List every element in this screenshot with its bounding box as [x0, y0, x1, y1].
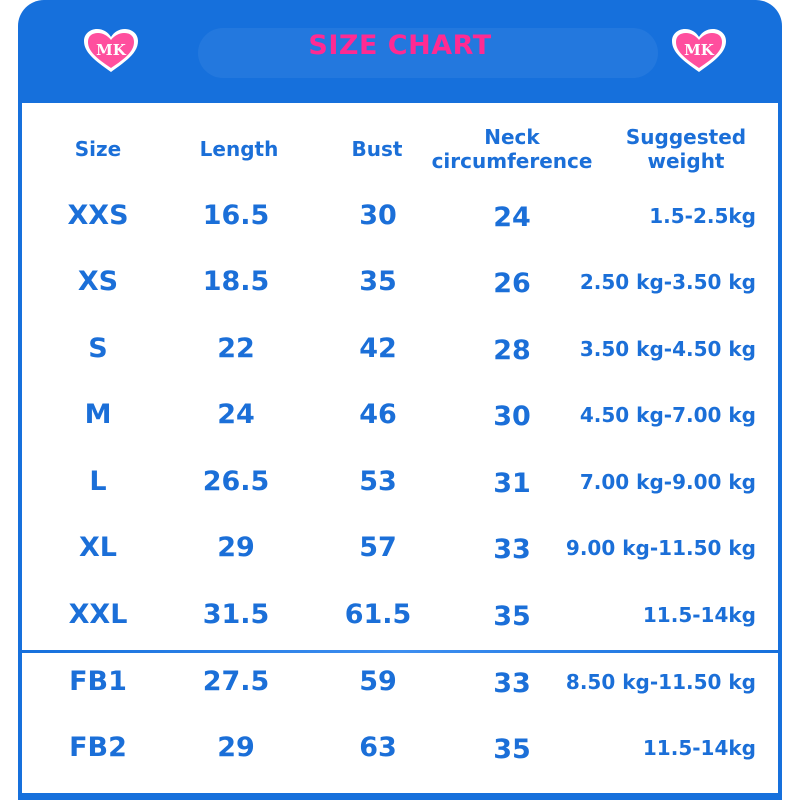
cell-length: 16.5: [202, 200, 270, 231]
cell-size: XS: [77, 266, 119, 297]
cell-bust: 30: [359, 200, 397, 231]
frame-bottom-edge: [18, 793, 782, 800]
cell-size: FB2: [69, 732, 127, 763]
cell-neck: 28: [493, 335, 531, 366]
header-weight-line2: weight: [647, 149, 725, 173]
table-row: XL 29 57 33 9.00 kg-11.50 kg: [22, 528, 778, 568]
heart-logo-icon-right: MK: [670, 28, 728, 74]
cell-length: 27.5: [202, 666, 270, 697]
header-length: Length: [199, 137, 279, 161]
cell-neck: 30: [493, 401, 531, 432]
header-bust: Bust: [351, 137, 403, 161]
cell-bust: 42: [359, 333, 397, 364]
cell-weight: 3.50 kg-4.50 kg: [579, 337, 756, 361]
header-weight: Suggested weight: [626, 125, 746, 173]
header-highlight: [198, 28, 658, 78]
cell-weight: 7.00 kg-9.00 kg: [579, 470, 756, 494]
size-table: Size Length Bust Neck circumference Sugg…: [22, 103, 778, 793]
table-row: XS 18.5 35 26 2.50 kg-3.50 kg: [22, 262, 778, 302]
logo-text: MK: [96, 41, 126, 59]
heart-logo-icon-left: MK: [82, 28, 140, 74]
cell-size: FB1: [69, 666, 127, 697]
header-bar: SIZE CHART MK MK: [18, 0, 782, 103]
cell-length: 31.5: [202, 599, 270, 630]
table-row: XXS 16.5 30 24 1.5-2.5kg: [22, 196, 778, 236]
cell-size: S: [88, 333, 108, 364]
cell-length: 18.5: [202, 266, 270, 297]
logo-text: MK: [684, 41, 714, 59]
cell-neck: 33: [493, 668, 531, 699]
cell-length: 22: [217, 333, 255, 364]
cell-weight: 1.5-2.5kg: [649, 204, 756, 228]
cell-bust: 59: [359, 666, 397, 697]
cell-weight: 11.5-14kg: [642, 603, 756, 627]
table-row: FB1 27.5 59 33 8.50 kg-11.50 kg: [22, 662, 778, 702]
header-size: Size: [74, 137, 122, 161]
cell-weight: 9.00 kg-11.50 kg: [565, 536, 756, 560]
header-weight-line1: Suggested: [625, 125, 747, 149]
cell-neck: 31: [493, 468, 531, 499]
cell-neck: 35: [493, 734, 531, 765]
table-row: FB2 29 63 35 11.5-14kg: [22, 728, 778, 768]
cell-length: 29: [217, 732, 255, 763]
cell-size: XXL: [68, 599, 128, 630]
cell-neck: 24: [493, 202, 531, 233]
cell-length: 26.5: [202, 466, 270, 497]
cell-bust: 46: [359, 399, 397, 430]
table-row: S 22 42 28 3.50 kg-4.50 kg: [22, 329, 778, 369]
cell-weight: 8.50 kg-11.50 kg: [565, 670, 756, 694]
cell-length: 24: [217, 399, 255, 430]
table-row: L 26.5 53 31 7.00 kg-9.00 kg: [22, 462, 778, 502]
cell-length: 29: [217, 532, 255, 563]
cell-neck: 33: [493, 534, 531, 565]
cell-size: M: [84, 399, 112, 430]
cell-bust: 57: [359, 532, 397, 563]
section-divider: [22, 650, 778, 653]
cell-bust: 35: [359, 266, 397, 297]
cell-bust: 53: [359, 466, 397, 497]
cell-neck: 26: [493, 268, 531, 299]
cell-weight: 4.50 kg-7.00 kg: [579, 403, 756, 427]
cell-size: XXS: [67, 200, 129, 231]
header-neck-line1: Neck: [484, 125, 540, 149]
header-neck-line2: circumference: [431, 149, 593, 173]
cell-size: XL: [78, 532, 118, 563]
cell-bust: 63: [359, 732, 397, 763]
cell-neck: 35: [493, 601, 531, 632]
table-row: XXL 31.5 61.5 35 11.5-14kg: [22, 595, 778, 635]
cell-bust: 61.5: [344, 599, 412, 630]
cell-size: L: [89, 466, 107, 497]
cell-weight: 2.50 kg-3.50 kg: [579, 270, 756, 294]
header-neck: Neck circumference: [432, 125, 593, 173]
page-title: SIZE CHART: [308, 30, 492, 61]
cell-weight: 11.5-14kg: [642, 736, 756, 760]
table-row: M 24 46 30 4.50 kg-7.00 kg: [22, 395, 778, 435]
